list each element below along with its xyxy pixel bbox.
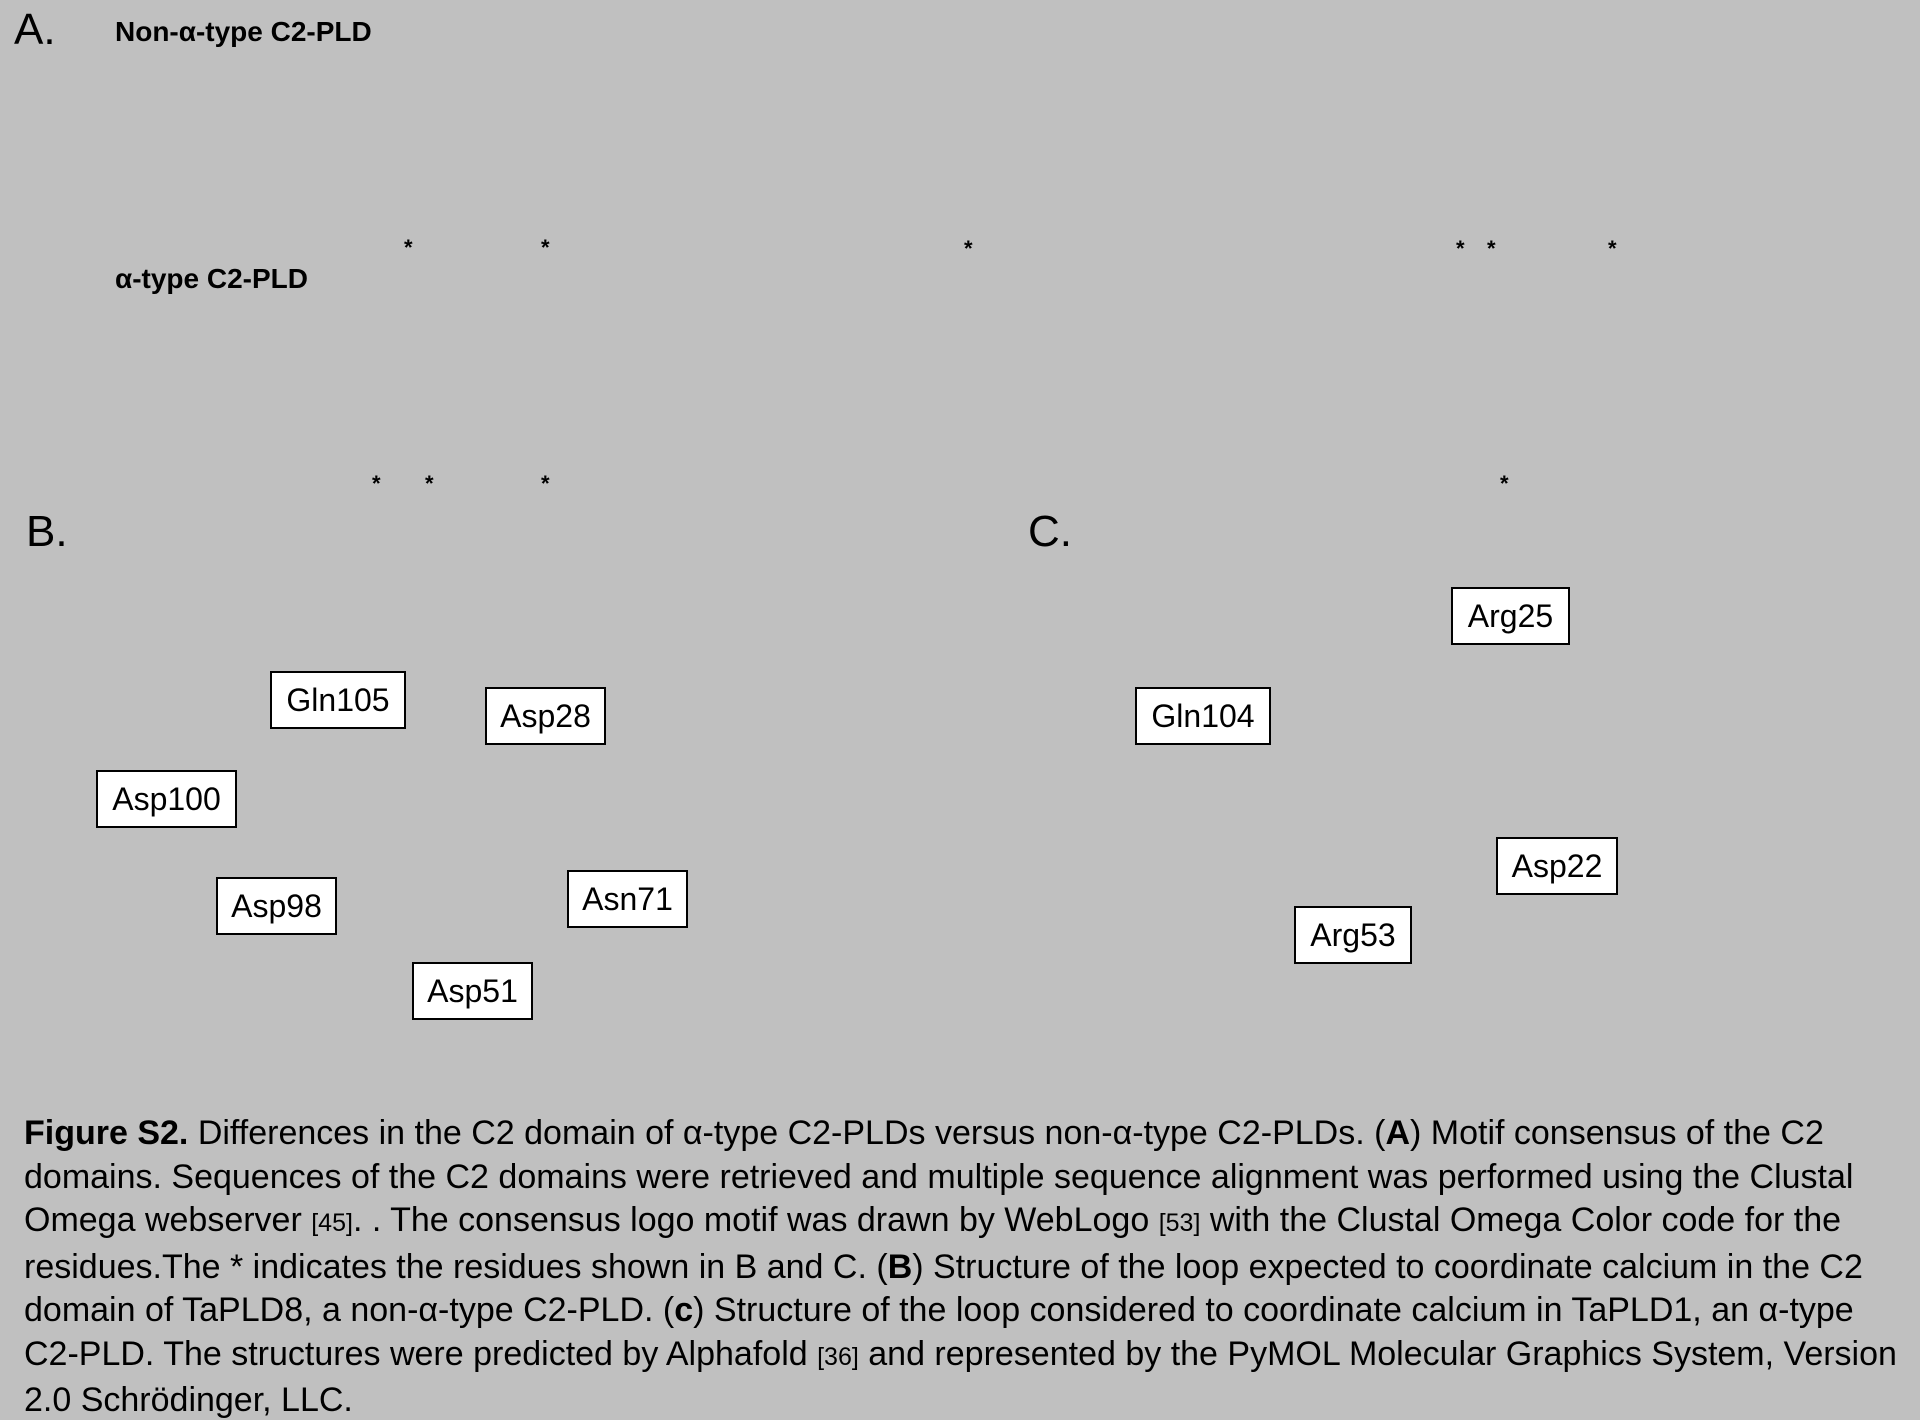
caption-text: and represented by the PyMOL Molecular G… bbox=[24, 1334, 1897, 1420]
residue-marker: * bbox=[1608, 236, 1617, 261]
residue-marker: * bbox=[1500, 471, 1509, 496]
residue-marker: * bbox=[541, 471, 550, 496]
residue-label-arg25: Arg25 bbox=[1451, 587, 1570, 645]
citation-ref: [53] bbox=[1158, 1209, 1201, 1237]
residue-label-gln105: Gln105 bbox=[270, 671, 406, 729]
residue-marker: * bbox=[425, 471, 434, 496]
residue-marker: * bbox=[404, 235, 413, 260]
residue-label-asp51: Asp51 bbox=[412, 962, 533, 1020]
residue-label-asn71: Asn71 bbox=[567, 870, 688, 928]
caption-text: with the Clustal Omega Color code for th… bbox=[24, 1201, 1842, 1286]
caption-text: ) Structure of the loop expected to coor… bbox=[24, 1247, 1863, 1330]
caption-panel-ref-a: A bbox=[1385, 1114, 1410, 1152]
caption-panel-ref-c: c bbox=[674, 1291, 694, 1329]
panel-label-a: A. bbox=[14, 5, 56, 54]
figure-number: Figure S2. bbox=[24, 1114, 189, 1152]
panel-label-c: C. bbox=[1028, 507, 1072, 556]
alpha-logo-title: α-type C2-PLD bbox=[115, 263, 309, 294]
caption-panel-ref-b: B bbox=[887, 1247, 913, 1286]
residue-label-asp98: Asp98 bbox=[216, 877, 337, 935]
figure-caption: Figure S2. Differences in the C2 domain … bbox=[24, 1112, 1904, 1420]
caption-text: ) Motif consensus of the C2 domains. Seq… bbox=[24, 1114, 1854, 1239]
non-alpha-logo-title: Non-α-type C2-PLD bbox=[115, 16, 372, 47]
residue-label-asp22: Asp22 bbox=[1496, 837, 1618, 895]
citation-ref: [36] bbox=[817, 1342, 859, 1371]
residue-label-asp100: Asp100 bbox=[96, 770, 237, 828]
residue-label-gln104: Gln104 bbox=[1135, 687, 1271, 745]
residue-marker: * bbox=[541, 235, 550, 260]
caption-text: Differences in the C2 domain of α-type C… bbox=[188, 1114, 1386, 1152]
residue-marker: * bbox=[1456, 236, 1465, 261]
residue-label-arg53: Arg53 bbox=[1294, 906, 1412, 964]
caption-text: ) Structure of the loop considered to co… bbox=[24, 1291, 1854, 1373]
residue-marker: * bbox=[372, 471, 381, 496]
citation-ref: [45] bbox=[311, 1209, 353, 1237]
residue-label-asp28: Asp28 bbox=[485, 687, 606, 745]
panel-label-b: B. bbox=[26, 507, 68, 556]
residue-marker: * bbox=[1487, 236, 1496, 261]
residue-marker: * bbox=[964, 236, 973, 261]
caption-text: . . The consensus logo motif was drawn b… bbox=[352, 1201, 1159, 1239]
